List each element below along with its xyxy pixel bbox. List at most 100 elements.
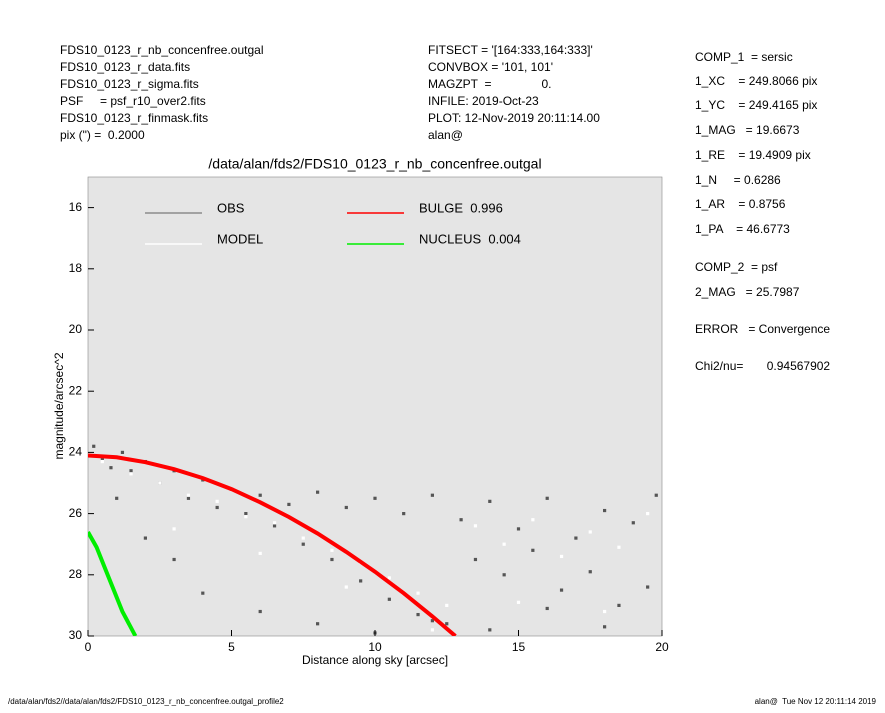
y-tick-label: 24 bbox=[69, 445, 83, 459]
fit-parameter: COMP_1 = sersic bbox=[695, 50, 793, 64]
data-point bbox=[516, 600, 521, 604]
fit-parameter: 1_AR = 0.8756 bbox=[695, 197, 786, 211]
fit-parameter: ERROR = Convergence bbox=[695, 322, 830, 336]
header-mid-line: INFILE: 2019-Oct-23 bbox=[428, 94, 539, 108]
data-point bbox=[344, 585, 348, 589]
y-tick-label: 20 bbox=[69, 322, 83, 336]
data-point bbox=[330, 557, 334, 562]
data-point bbox=[617, 545, 621, 549]
data-point bbox=[244, 515, 248, 519]
data-point bbox=[272, 524, 277, 528]
footer-right: alan@ Tue Nov 12 20:11:14 2019 bbox=[755, 697, 877, 706]
plot-content bbox=[88, 444, 658, 636]
data-point bbox=[115, 496, 119, 500]
data-point bbox=[646, 585, 650, 589]
fit-parameter: 1_N = 0.6286 bbox=[695, 173, 781, 187]
data-point bbox=[143, 536, 147, 540]
data-point bbox=[588, 570, 592, 574]
data-point bbox=[387, 597, 391, 601]
data-point bbox=[330, 548, 334, 552]
data-point bbox=[502, 542, 506, 546]
data-point bbox=[488, 499, 492, 503]
x-tick-label: 20 bbox=[655, 640, 669, 654]
data-point bbox=[574, 536, 578, 540]
fit-parameter: 1_MAG = 19.6673 bbox=[695, 123, 800, 137]
data-point bbox=[387, 576, 391, 580]
data-point bbox=[459, 518, 463, 522]
data-point bbox=[603, 508, 607, 513]
y-tick-label: 18 bbox=[69, 261, 83, 275]
header-left-line: PSF = psf_r10_over2.fits bbox=[60, 94, 206, 108]
y-tick-label: 26 bbox=[69, 506, 83, 520]
data-point bbox=[244, 512, 248, 516]
data-point bbox=[344, 505, 348, 510]
data-point bbox=[445, 603, 449, 607]
legend-label: MODEL bbox=[217, 231, 263, 246]
data-point bbox=[631, 521, 635, 525]
data-point bbox=[416, 612, 420, 617]
data-point bbox=[359, 579, 363, 583]
data-point bbox=[100, 459, 104, 464]
data-point bbox=[186, 496, 191, 500]
fit-parameter: 1_PA = 46.6773 bbox=[695, 222, 790, 236]
fit-parameter: 1_YC = 249.4165 pix bbox=[695, 98, 817, 112]
data-point bbox=[373, 496, 377, 500]
header-left-line: FDS10_0123_r_data.fits bbox=[60, 60, 190, 74]
data-point bbox=[158, 481, 162, 485]
data-point bbox=[646, 512, 650, 516]
data-point bbox=[488, 628, 492, 632]
data-point bbox=[473, 524, 478, 528]
fit-parameter: Chi2/nu= 0.94567902 bbox=[695, 359, 830, 373]
y-tick-label: 22 bbox=[69, 383, 83, 397]
data-point bbox=[545, 496, 549, 500]
data-point bbox=[531, 518, 535, 522]
data-point bbox=[559, 588, 564, 592]
header-left-line: FDS10_0123_r_sigma.fits bbox=[60, 77, 199, 91]
data-point bbox=[186, 493, 191, 497]
data-point bbox=[531, 548, 535, 552]
y-tick-label: 28 bbox=[69, 567, 83, 581]
data-point bbox=[215, 505, 219, 510]
data-point bbox=[272, 521, 277, 525]
header-mid-line: MAGZPT = 0. bbox=[428, 77, 551, 91]
data-point bbox=[258, 609, 262, 614]
header-mid-line: CONVBOX = '101, 101' bbox=[428, 60, 553, 74]
y-tick-label: 16 bbox=[69, 200, 83, 214]
data-point bbox=[316, 490, 320, 494]
data-point bbox=[172, 527, 176, 531]
header-left-line: pix (") = 0.2000 bbox=[60, 128, 145, 142]
data-point bbox=[588, 530, 592, 534]
profile-line bbox=[88, 453, 457, 636]
data-point bbox=[109, 466, 113, 470]
data-point bbox=[258, 493, 262, 497]
data-point bbox=[416, 591, 420, 595]
x-axis-label: Distance along sky [arcsec] bbox=[302, 653, 448, 667]
header-left-line: FDS10_0123_r_nb_concenfree.outgal bbox=[60, 43, 263, 57]
y-tick-label: 30 bbox=[69, 628, 83, 642]
header-mid-line: alan@ bbox=[428, 128, 463, 142]
profile-line bbox=[88, 531, 138, 636]
fit-parameter: 1_RE = 19.4909 pix bbox=[695, 148, 811, 162]
data-point bbox=[473, 557, 478, 562]
data-point bbox=[654, 493, 658, 497]
data-point bbox=[559, 554, 564, 559]
data-point bbox=[617, 603, 621, 607]
fit-parameter: 2_MAG = 25.7987 bbox=[695, 285, 800, 299]
legend-label: BULGE 0.996 bbox=[419, 200, 503, 215]
header-mid-line: FITSECT = '[164:333,164:333]' bbox=[428, 43, 593, 57]
data-point bbox=[287, 502, 291, 507]
data-point bbox=[258, 551, 262, 555]
y-axis-label: magnitude/arcsec^2 bbox=[52, 352, 66, 459]
data-point bbox=[502, 573, 506, 577]
data-point bbox=[430, 628, 434, 632]
x-tick-label: 0 bbox=[85, 640, 92, 654]
data-point bbox=[301, 542, 305, 546]
data-point bbox=[129, 472, 133, 476]
data-point bbox=[430, 619, 434, 623]
legend-label: OBS bbox=[217, 200, 245, 215]
data-point bbox=[100, 456, 104, 461]
header-left-line: FDS10_0123_r_finmask.fits bbox=[60, 111, 208, 125]
chart-title: /data/alan/fds2/FDS10_0123_r_nb_concenfr… bbox=[208, 156, 541, 172]
fit-parameter: 1_XC = 249.8066 pix bbox=[695, 74, 817, 88]
